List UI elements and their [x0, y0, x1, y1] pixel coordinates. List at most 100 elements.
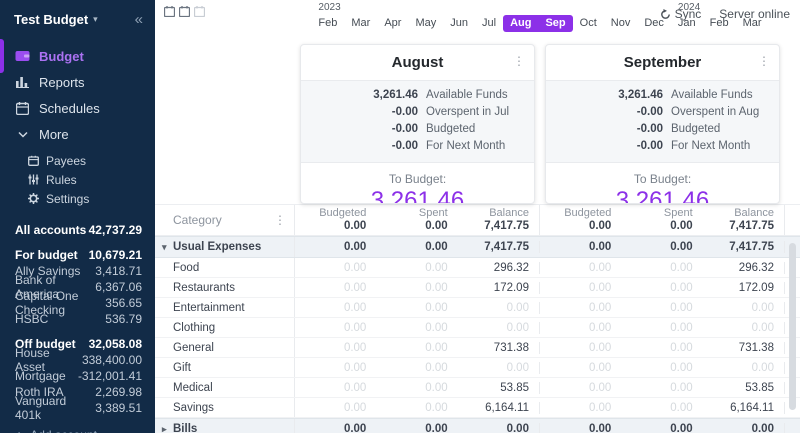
budgeted-cell[interactable]: 0.00	[588, 301, 612, 314]
month-cell[interactable]: 2024 Jan	[671, 2, 703, 32]
balance-cell[interactable]: 731.38	[738, 341, 774, 354]
month-cell[interactable]: Oct	[573, 2, 604, 32]
category-name[interactable]: Entertainment	[155, 298, 295, 317]
budget-file-switcher[interactable]: Test Budget ▾ «	[0, 10, 155, 33]
month-label[interactable]: Mar	[351, 17, 371, 29]
budgeted-cell[interactable]: 0.00	[343, 381, 367, 394]
to-budget-amount[interactable]: 3,261.46	[615, 187, 710, 204]
balance-cell[interactable]: 296.32	[493, 261, 529, 274]
month-cell[interactable]: Mar	[344, 2, 377, 32]
group-budgeted[interactable]: 0.00	[588, 423, 612, 433]
group-spent[interactable]: 0.00	[425, 423, 448, 433]
balance-cell[interactable]: 0.00	[751, 361, 774, 374]
month-label[interactable]: Jun	[450, 17, 468, 29]
balance-cell[interactable]: 6,164.11	[485, 401, 529, 414]
balance-cell[interactable]: 0.00	[751, 301, 774, 314]
budgeted-cell[interactable]: 0.00	[588, 401, 612, 414]
balance-cell[interactable]: 0.00	[751, 321, 774, 334]
spent-cell[interactable]: 0.00	[670, 361, 693, 374]
sidebar-item-rules[interactable]: Rules	[0, 170, 155, 189]
spent-cell[interactable]: 0.00	[425, 401, 448, 414]
group-spent[interactable]: 0.00	[670, 423, 693, 433]
budgeted-cell[interactable]: 0.00	[343, 261, 367, 274]
category-name[interactable]: Savings	[155, 398, 295, 417]
budgeted-cell[interactable]: 0.00	[588, 381, 612, 394]
account-row[interactable]: Vanguard 401k 3,389.51	[0, 394, 155, 422]
spent-cell[interactable]: 0.00	[670, 381, 693, 394]
account-row[interactable]: Roth IRA 2,269.98	[0, 384, 155, 400]
show-1-month-button[interactable]	[164, 6, 175, 17]
spent-cell[interactable]: 0.00	[425, 261, 448, 274]
budgeted-cell[interactable]: 0.00	[343, 361, 367, 374]
account-row[interactable]: Capital One Checking 356.65	[0, 289, 155, 317]
budgeted-cell[interactable]: 0.00	[343, 401, 367, 414]
balance-header[interactable]: Balance 7,417.75	[729, 207, 774, 232]
month-cell[interactable]: Jun	[443, 2, 475, 32]
spent-cell[interactable]: 0.00	[670, 321, 693, 334]
budgeted-cell[interactable]: 0.00	[588, 361, 612, 374]
kebab-menu-icon[interactable]: ⋮	[513, 54, 525, 68]
month-label[interactable]: Jan	[677, 17, 696, 29]
month-label[interactable]: Aug	[503, 15, 539, 32]
month-cell-selected[interactable]: Aug	[503, 2, 539, 32]
month-label[interactable]: Apr	[384, 17, 402, 29]
balance-cell[interactable]: 296.32	[738, 261, 774, 274]
category-name[interactable]: Gift	[155, 358, 295, 377]
sync-button[interactable]: Sync	[660, 7, 701, 21]
group-balance[interactable]: 0.00	[751, 423, 774, 433]
budgeted-cell[interactable]: 0.00	[588, 341, 612, 354]
budgeted-header[interactable]: Budgeted 0.00	[319, 207, 367, 232]
collapse-group-icon[interactable]: ▾	[162, 241, 167, 252]
balance-cell[interactable]: 172.09	[738, 281, 774, 294]
budget-file-name[interactable]: Test Budget	[14, 12, 89, 27]
spent-cell[interactable]: 0.00	[425, 301, 448, 314]
account-row[interactable]: House Asset 338,400.00	[0, 346, 155, 374]
category-name[interactable]: Restaurants	[155, 278, 295, 297]
category-group-name[interactable]: ▾ Usual Expenses	[155, 237, 295, 257]
group-balance[interactable]: 7,417.75	[729, 241, 774, 253]
balance-cell[interactable]: 172.09	[493, 281, 529, 294]
month-label[interactable]: May	[415, 17, 437, 29]
month-label[interactable]: Jul	[482, 17, 497, 29]
category-name[interactable]: General	[155, 338, 295, 357]
month-cell[interactable]: May	[408, 2, 443, 32]
spent-cell[interactable]: 0.00	[670, 401, 693, 414]
sidebar-item-reports[interactable]: Reports	[0, 69, 155, 95]
vertical-scrollbar[interactable]	[789, 243, 796, 410]
balance-cell[interactable]: 731.38	[493, 341, 529, 354]
group-budgeted[interactable]: 0.00	[588, 241, 612, 253]
month-label[interactable]: Mar	[742, 17, 762, 29]
spent-header[interactable]: Spent 0.00	[663, 207, 693, 232]
sidebar-item-schedules[interactable]: Schedules	[0, 95, 155, 121]
balance-cell[interactable]: 6,164.11	[730, 401, 774, 414]
group-spent[interactable]: 0.00	[425, 241, 448, 253]
for-budget-row[interactable]: For budget 10,679.21	[0, 247, 155, 263]
group-budgeted[interactable]: 0.00	[343, 241, 367, 253]
kebab-menu-icon[interactable]: ⋮	[758, 54, 770, 68]
budgeted-cell[interactable]: 0.00	[588, 281, 612, 294]
account-row[interactable]: HSBC 536.79	[0, 311, 155, 327]
add-account-button[interactable]: + Add account	[15, 427, 155, 433]
group-balance[interactable]: 0.00	[506, 423, 529, 433]
balance-header[interactable]: Balance 7,417.75	[484, 207, 529, 232]
category-group-name[interactable]: ▸ Bills	[155, 419, 295, 433]
spent-cell[interactable]: 0.00	[670, 261, 693, 274]
all-accounts-row[interactable]: All accounts 42,737.29	[0, 222, 155, 238]
collapse-sidebar-icon[interactable]: «	[134, 11, 143, 28]
balance-cell[interactable]: 53.85	[500, 381, 529, 394]
month-cell[interactable]: Dec	[637, 2, 671, 32]
month-label[interactable]: Nov	[610, 17, 631, 29]
spent-cell[interactable]: 0.00	[425, 321, 448, 334]
spent-cell[interactable]: 0.00	[670, 341, 693, 354]
spent-header[interactable]: Spent 0.00	[418, 207, 448, 232]
month-label[interactable]: Sep	[538, 15, 573, 32]
balance-cell[interactable]: 53.85	[745, 381, 774, 394]
group-spent[interactable]: 0.00	[670, 241, 693, 253]
month-cell-selected[interactable]: Sep	[538, 2, 573, 32]
to-budget-amount[interactable]: 3,261.46	[370, 187, 465, 204]
budgeted-header[interactable]: Budgeted 0.00	[564, 207, 612, 232]
month-label[interactable]: Feb	[709, 17, 729, 29]
budgeted-cell[interactable]: 0.00	[343, 281, 367, 294]
show-2-months-button[interactable]	[179, 6, 190, 17]
month-cell[interactable]: 2023 Feb	[311, 2, 344, 32]
